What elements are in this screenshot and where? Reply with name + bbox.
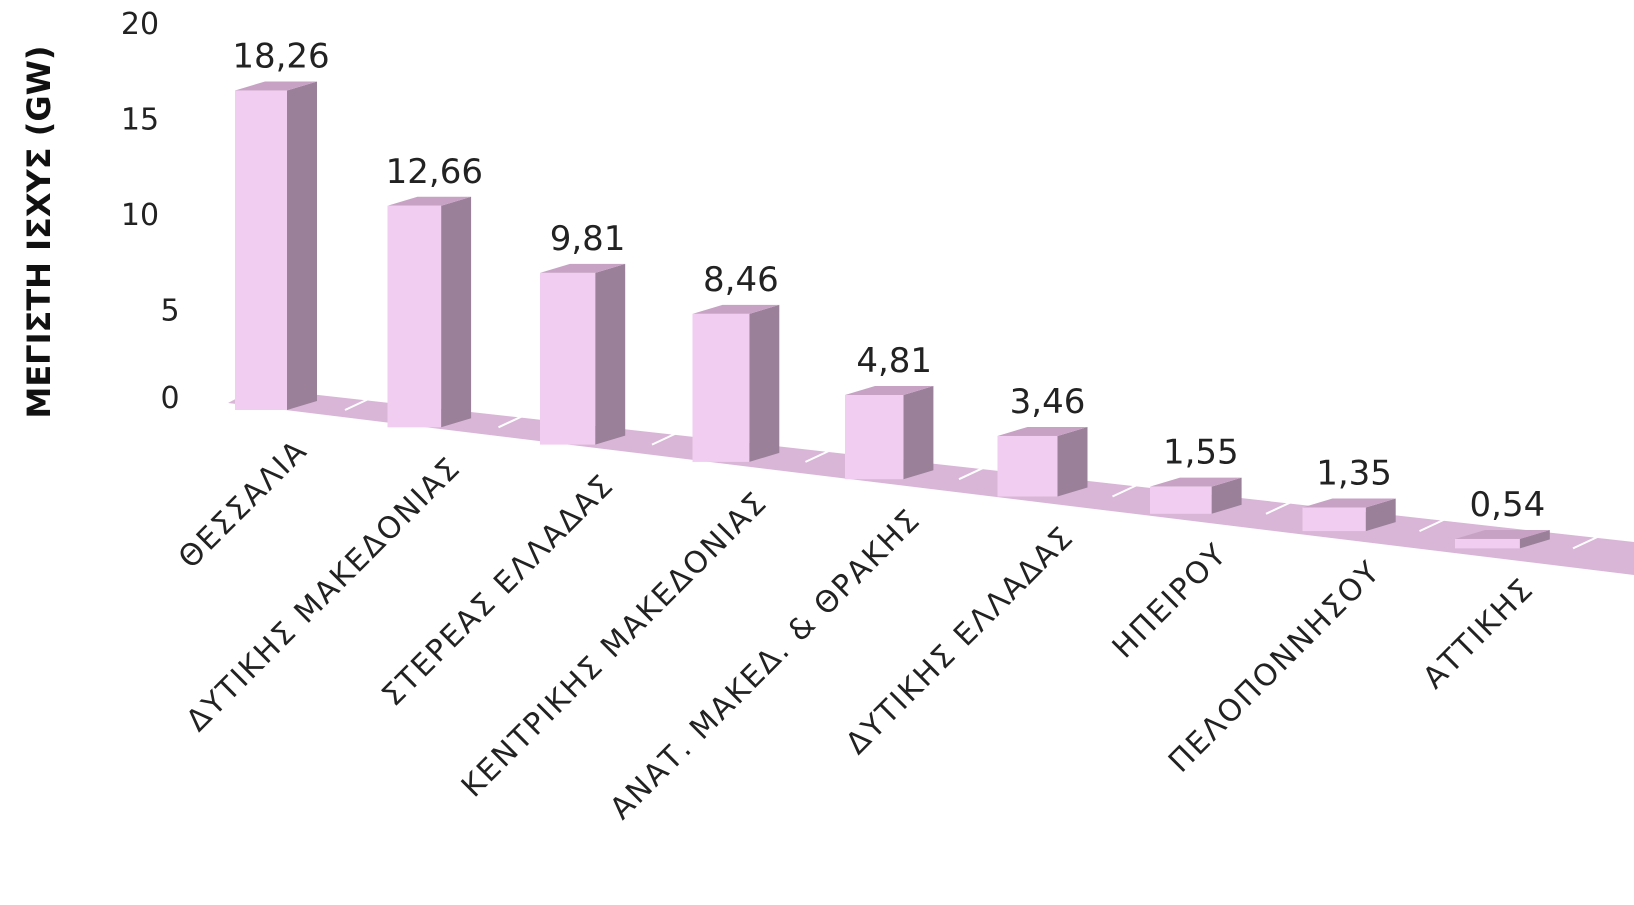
- y-axis-ticks: 0 5 10 15 20: [121, 7, 180, 416]
- category-label: ΑΤΤΙΚΗΣ: [1416, 571, 1541, 696]
- data-label: 18,26: [232, 36, 329, 76]
- bar-front: [387, 205, 442, 428]
- bar: [235, 81, 317, 410]
- data-label: 1,55: [1163, 433, 1239, 473]
- bar: [1302, 498, 1396, 532]
- bar-top: [235, 81, 317, 91]
- bar-top: [1150, 477, 1242, 487]
- floor-divider: [1572, 533, 1604, 550]
- bar-side: [1519, 529, 1550, 549]
- bar-side: [1057, 426, 1088, 497]
- bar-top: [1302, 498, 1396, 508]
- bar-top: [845, 386, 934, 396]
- floor-divider: [958, 464, 990, 481]
- y-tick-label: 10: [121, 198, 159, 233]
- category-label: ΔΥΤΙΚΗΣ ΜΑΚΕΔΟΝΙΑΣ: [180, 450, 468, 738]
- floor-divider: [1112, 481, 1143, 498]
- bar-top: [387, 196, 472, 206]
- data-label: 8,46: [703, 260, 779, 300]
- y-tick-label: 0: [160, 381, 179, 416]
- bar-front: [540, 272, 596, 445]
- bar: [540, 263, 626, 445]
- data-labels: 18,26 12,66 9,81 8,46 4,81 3,46 1,55 1,35 0,54: [232, 36, 1545, 525]
- floor-divider: [805, 446, 836, 463]
- bar: [1150, 477, 1242, 514]
- bar-front: [1150, 486, 1212, 514]
- bars: [235, 81, 1550, 549]
- bar-side: [595, 263, 626, 445]
- bar: [692, 304, 780, 462]
- bar-top: [997, 426, 1088, 436]
- bar-top: [1455, 529, 1550, 539]
- bar: [845, 386, 934, 480]
- y-axis-title: ΜΕΓΙΣΤΗ ΙΣΧΥΣ (GW): [20, 45, 58, 418]
- bar-top: [540, 263, 626, 273]
- bar-side: [1365, 498, 1396, 532]
- bar-front: [997, 435, 1058, 497]
- bar: [997, 426, 1088, 497]
- floor-divider: [651, 429, 683, 446]
- bar: [387, 196, 472, 428]
- bar-side: [903, 386, 934, 480]
- data-label: 4,81: [856, 341, 932, 381]
- category-label: ΗΠΕΙΡΟΥ: [1106, 537, 1235, 666]
- category-label: ΘΕΣΣΑΛΙΑ: [172, 433, 315, 576]
- data-label: 12,66: [386, 152, 483, 192]
- bar-side: [1211, 477, 1242, 514]
- floor-divider: [344, 395, 376, 411]
- bar-front: [1455, 538, 1520, 549]
- floor-divider: [1265, 498, 1297, 515]
- bar-front: [235, 90, 287, 410]
- y-tick-label: 5: [160, 294, 179, 329]
- category-label: ΑΝΑΤ. ΜΑΚΕΔ. & ΘΡΑΚΗΣ: [603, 502, 927, 826]
- floor-divider: [498, 412, 529, 429]
- bar-side: [287, 81, 317, 410]
- data-label: 9,81: [550, 219, 626, 259]
- data-label: 0,54: [1470, 485, 1546, 525]
- data-label: 3,46: [1010, 382, 1086, 422]
- bar-front: [692, 313, 750, 462]
- category-label: ΚΕΝΤΡΙΚΗΣ ΜΑΚΕΔΟΝΙΑΣ: [455, 485, 775, 805]
- bar-front: [1302, 507, 1366, 532]
- bar: [1455, 529, 1550, 549]
- bar-side: [441, 196, 472, 428]
- y-tick-label: 15: [121, 103, 159, 138]
- bar-side: [749, 304, 780, 462]
- data-label: 1,35: [1316, 453, 1392, 493]
- bar-front: [845, 395, 904, 480]
- floor-divider: [1419, 516, 1450, 533]
- bar-top: [692, 304, 780, 314]
- y-tick-label: 20: [121, 7, 159, 42]
